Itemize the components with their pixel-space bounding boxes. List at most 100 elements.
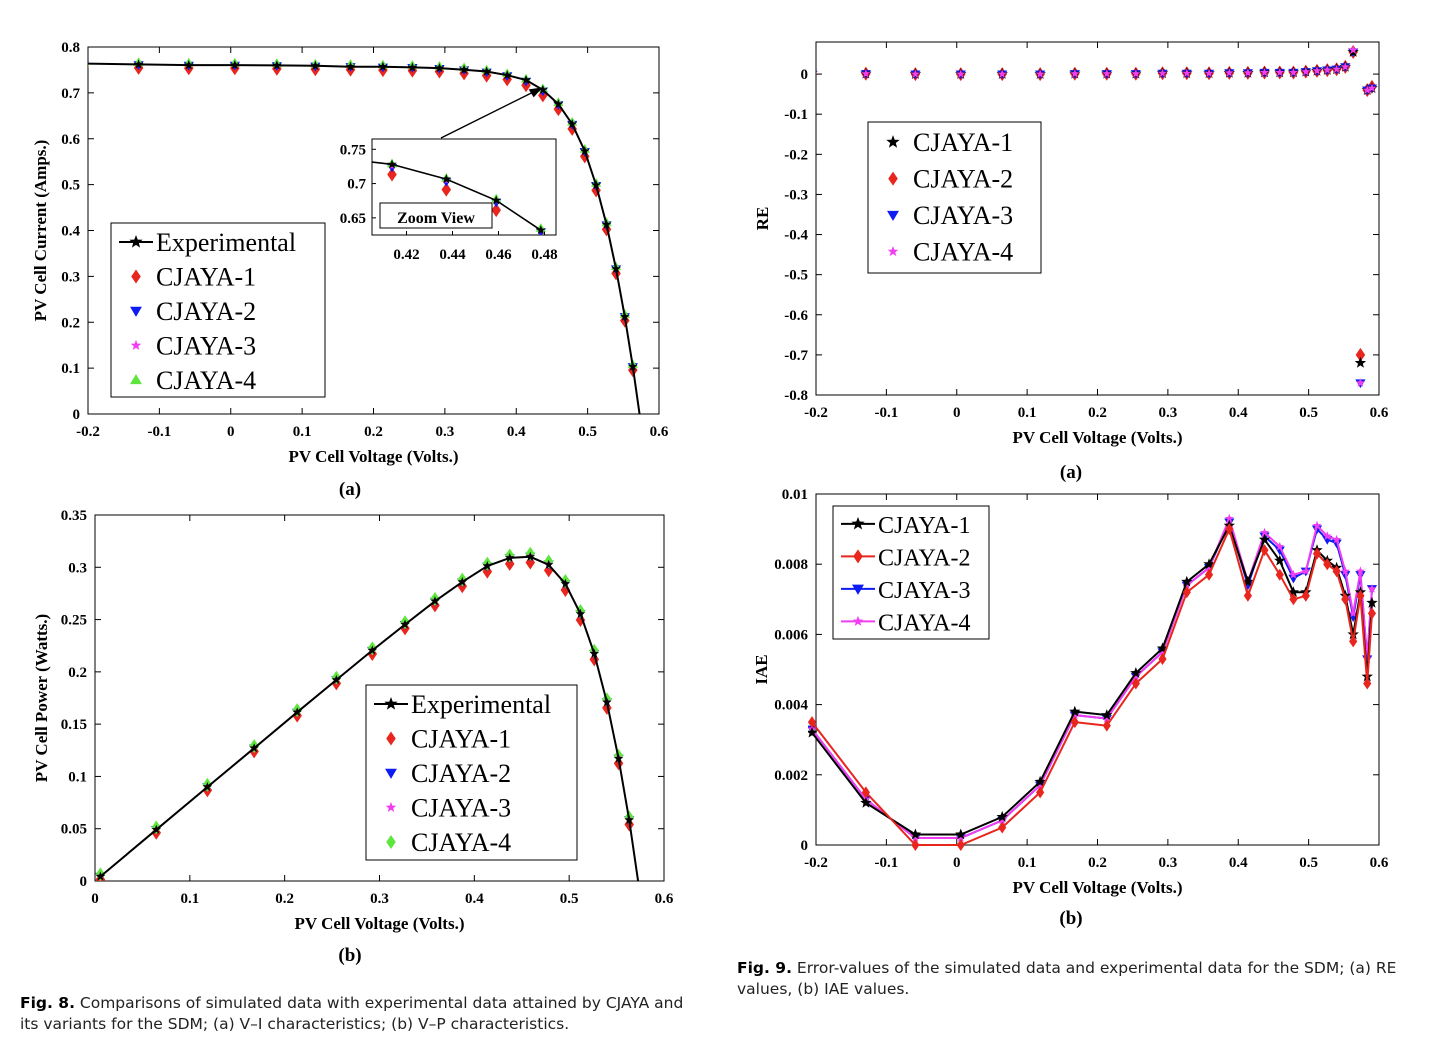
fig8a-legend-marker bbox=[130, 306, 142, 317]
fig8a-inset-experimental-marker bbox=[387, 159, 397, 169]
fig8b-xtick-label: 0.3 bbox=[370, 891, 389, 907]
fig8a-cjaya-3-marker bbox=[81, 61, 87, 67]
fig8b-experimental-marker bbox=[367, 645, 377, 655]
fig9b-ytick-label: 0.01 bbox=[782, 487, 808, 503]
fig8b-experimental-marker bbox=[525, 551, 535, 561]
fig8a-experimental-marker bbox=[521, 75, 531, 85]
fig9a-cjaya-2-marker bbox=[816, 72, 817, 75]
fig8a-experimental-marker bbox=[620, 311, 630, 321]
fig8a-ytick-label: 0.4 bbox=[61, 224, 80, 240]
fig8a-experimental-marker bbox=[580, 146, 590, 156]
fig8b-experimental-marker bbox=[624, 815, 634, 825]
fig8a-zoom-inset: 0.42 0.44 0.46 0.48 0.65 0.7 0.75 Zoom View bbox=[340, 138, 558, 263]
fig9b-cjaya-4-marker bbox=[997, 815, 1007, 825]
fig9a-xtick-label: 0.6 bbox=[1370, 405, 1389, 421]
fig8b-chart: 0 0.1 0.2 0.3 0.4 0.5 0.6 0 0.05 0.1 0.15 0.2 0.25 0.… bbox=[32, 508, 674, 966]
fig8b-legend-marker bbox=[386, 834, 396, 849]
fig9a-xtick-label: 0.2 bbox=[1088, 405, 1107, 421]
fig8a-inset-experimental-marker bbox=[536, 225, 546, 235]
fig9b-cjaya-4-line bbox=[811, 515, 1373, 839]
fig8a-inset-experimental-marker bbox=[441, 174, 451, 184]
fig9b-cjaya-2-marker bbox=[1158, 652, 1167, 665]
fig8b-ytick-label: 0.15 bbox=[61, 717, 87, 733]
fig9a-xtick-label: -0.2 bbox=[804, 405, 828, 421]
fig9b-cjaya-1-marker bbox=[860, 796, 872, 808]
fig8a-experimental-marker bbox=[640, 413, 641, 414]
fig8a-zoom-label-box bbox=[379, 202, 493, 229]
fig9a-cjaya-4-marker bbox=[1362, 85, 1372, 94]
fig8b-experimental-marker bbox=[331, 674, 342, 684]
fig9a-legend-entry: CJAYA-3 bbox=[887, 201, 1013, 230]
fig9b-cjaya-2-marker bbox=[1332, 565, 1341, 578]
fig9a-ytick-label: -0.4 bbox=[784, 228, 808, 244]
fig9a-cjaya-4-marker bbox=[1322, 65, 1332, 74]
fig8b-legend-label: CJAYA-1 bbox=[411, 724, 511, 753]
fig8b-xtick-label: 0.1 bbox=[180, 891, 199, 907]
fig9b-cjaya-1-marker bbox=[1287, 586, 1300, 598]
fig9b-ytick-label: 0.002 bbox=[774, 768, 808, 784]
fig8a-ytick-label: 0 bbox=[73, 407, 81, 423]
fig9a-legend-marker bbox=[887, 210, 899, 222]
fig8a-xtick-label: 0 bbox=[227, 424, 235, 440]
fig9a-cjaya-4-marker bbox=[1301, 66, 1311, 76]
fig9a-cjaya-4-marker bbox=[1035, 69, 1045, 78]
fig8a-inset-cjaya-1-marker bbox=[441, 182, 452, 197]
fig8b-ytick-label: 0.2 bbox=[68, 665, 87, 681]
fig8b-legend-entry: CJAYA-2 bbox=[385, 759, 511, 788]
fig9b-xtick-label: 0.5 bbox=[1299, 855, 1318, 871]
fig8b-experimental-marker bbox=[634, 882, 644, 891]
fig8a-experimental-marker bbox=[133, 59, 144, 69]
fig9b-cjaya-2-marker bbox=[1182, 586, 1191, 599]
fig8a-inset-ytick-label: 0.75 bbox=[340, 142, 366, 158]
fig8a-experimental-marker bbox=[88, 61, 89, 63]
fig9b-xtick-label: 0.6 bbox=[1370, 855, 1389, 871]
fig9b-cjaya-2-marker bbox=[1312, 547, 1322, 560]
fig9b-cjaya-4-marker bbox=[1332, 534, 1342, 544]
fig9a-legend-entry: CJAYA-1 bbox=[886, 128, 1013, 157]
fig9-caption-text: Error-values of the simulated data and e… bbox=[737, 959, 1397, 998]
fig9a-cjaya-4-marker bbox=[1340, 62, 1350, 71]
fig8b-legend-marker bbox=[386, 731, 396, 746]
fig9a-ytick-label: -0.7 bbox=[784, 348, 808, 364]
fig8a-inset-cjaya-1-marker bbox=[387, 167, 397, 182]
fig9b-cjaya-2-marker bbox=[1260, 544, 1269, 557]
fig8a-experimental-marker bbox=[272, 60, 282, 70]
fig9a-cjaya-4-marker bbox=[1367, 83, 1377, 92]
fig8b-experimental-marker bbox=[560, 578, 571, 588]
fig8b-series-group bbox=[95, 546, 644, 891]
fig9a-cjaya-4-marker bbox=[1275, 67, 1285, 77]
fig9a-cjaya-2-marker bbox=[1355, 347, 1366, 362]
fig9a-cjaya-4-marker bbox=[1158, 68, 1168, 78]
fig9a-cjaya-4-marker bbox=[1131, 68, 1141, 78]
fig8a-series-group bbox=[81, 57, 641, 414]
fig8b-legend-label: Experimental bbox=[411, 690, 551, 719]
fig9a-cjaya-4-marker bbox=[1204, 68, 1214, 78]
fig9b-cjaya-3-marker bbox=[1331, 539, 1342, 549]
fig8b-experimental-marker bbox=[482, 561, 493, 571]
fig8b-legend-entry: CJAYA-4 bbox=[386, 828, 511, 857]
fig9b-cjaya-1-marker bbox=[909, 828, 922, 840]
fig9b-xtick-label: -0.2 bbox=[804, 855, 828, 871]
fig8b-experimental-marker bbox=[400, 619, 410, 629]
fig9a-cjaya-4-marker bbox=[1070, 68, 1080, 78]
fig9b-cjaya-4-marker bbox=[1301, 566, 1311, 576]
fig8b-experimental-marker bbox=[202, 782, 213, 791]
fig8a-experimental-marker bbox=[567, 119, 577, 129]
fig9a-legend-label: CJAYA-3 bbox=[913, 201, 1013, 230]
fig9b-cjaya-2-marker bbox=[1204, 568, 1214, 581]
fig8a-xlabel: PV Cell Voltage (Volts.) bbox=[289, 447, 459, 466]
fig8a-legend-entry: CJAYA-2 bbox=[130, 297, 256, 326]
fig8-caption: Fig. 8. Comparisons of simulated data wi… bbox=[20, 993, 700, 1035]
fig9b-cjaya-4-marker bbox=[1070, 710, 1080, 719]
fig8a-experimental-marker bbox=[628, 361, 638, 371]
fig9b-cjaya-1-marker bbox=[1274, 554, 1286, 566]
fig8-caption-label: Fig. 8. bbox=[20, 994, 75, 1012]
fig8a-legend-box bbox=[110, 222, 326, 398]
fig8a-experimental-marker bbox=[591, 180, 601, 190]
fig8a-panel-label: (a) bbox=[339, 479, 361, 500]
fig8a-inset-ytick-label: 0.65 bbox=[340, 211, 366, 227]
fig9b-cjaya-4-marker bbox=[1288, 569, 1298, 579]
fig9a-ytick-label: -0.6 bbox=[784, 308, 808, 324]
fig9a-panel-label: (a) bbox=[1060, 462, 1082, 483]
fig9-caption-label: Fig. 9. bbox=[737, 959, 792, 977]
